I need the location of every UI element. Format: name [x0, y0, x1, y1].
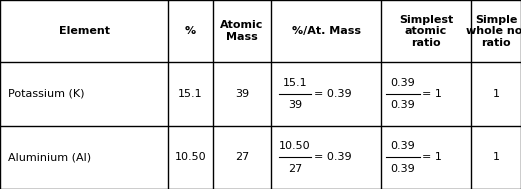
Text: Element: Element — [58, 26, 109, 36]
Text: %/At. Mass: %/At. Mass — [292, 26, 361, 36]
Text: 1: 1 — [492, 152, 500, 162]
Text: 1: 1 — [492, 89, 500, 99]
Text: Aluminium (Al): Aluminium (Al) — [8, 152, 91, 162]
Text: 0.39: 0.39 — [391, 78, 415, 88]
Text: 27: 27 — [288, 164, 302, 174]
Text: 39: 39 — [235, 89, 249, 99]
Text: Potassium (K): Potassium (K) — [8, 89, 84, 99]
Text: = 0.39: = 0.39 — [314, 152, 352, 162]
Text: Simple
whole no.
ratio: Simple whole no. ratio — [466, 15, 521, 48]
Text: = 0.39: = 0.39 — [314, 89, 352, 99]
Text: 10.50: 10.50 — [279, 141, 311, 151]
Text: 0.39: 0.39 — [391, 164, 415, 174]
Text: 0.39: 0.39 — [391, 100, 415, 110]
Text: Simplest
atomic
ratio: Simplest atomic ratio — [399, 15, 453, 48]
Text: 0.39: 0.39 — [391, 141, 415, 151]
Text: 15.1: 15.1 — [178, 89, 203, 99]
Text: 39: 39 — [288, 100, 302, 110]
Text: = 1: = 1 — [422, 89, 442, 99]
Text: = 1: = 1 — [422, 152, 442, 162]
Text: 27: 27 — [235, 152, 249, 162]
Text: %: % — [185, 26, 196, 36]
Text: Atomic
Mass: Atomic Mass — [220, 20, 264, 42]
Text: 15.1: 15.1 — [283, 78, 307, 88]
Text: 10.50: 10.50 — [175, 152, 206, 162]
